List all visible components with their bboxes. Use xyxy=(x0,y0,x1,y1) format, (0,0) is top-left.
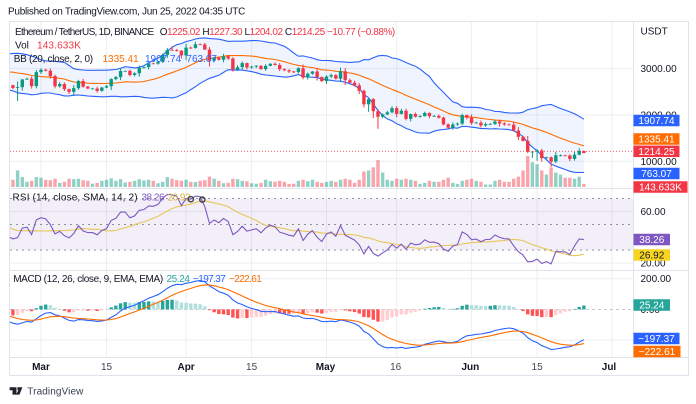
svg-text:Jun: Jun xyxy=(462,362,480,373)
svg-text:26.92: 26.92 xyxy=(639,251,664,262)
svg-text:Jul: Jul xyxy=(602,362,617,373)
svg-text:Mar: Mar xyxy=(32,362,50,373)
svg-text:MACD (12, 26, close, 9, EMA, E: MACD (12, 26, close, 9, EMA, EMA) xyxy=(13,274,163,285)
svg-text:60.00: 60.00 xyxy=(641,207,666,218)
svg-text:26.92: 26.92 xyxy=(168,192,191,203)
svg-text:Vol: Vol xyxy=(15,41,29,52)
svg-text:15: 15 xyxy=(246,362,258,373)
svg-text:−197.37: −197.37 xyxy=(193,274,226,285)
svg-text:BB (20, close, 2, 0): BB (20, close, 2, 0) xyxy=(14,54,93,65)
svg-text:25.24: 25.24 xyxy=(167,274,191,285)
svg-text:O1225.02 H1227.30 L1204.02 C12: O1225.02 H1227.30 L1204.02 C1214.25 −10.… xyxy=(160,27,395,38)
svg-text:3000.00: 3000.00 xyxy=(641,64,678,75)
svg-text:Apr: Apr xyxy=(177,362,194,373)
svg-text:1000.00: 1000.00 xyxy=(641,157,678,168)
svg-text:1214.25: 1214.25 xyxy=(638,147,675,158)
svg-text:15: 15 xyxy=(532,362,544,373)
svg-text:16: 16 xyxy=(390,362,402,373)
svg-text:USDT: USDT xyxy=(641,27,668,38)
svg-text:1335.41: 1335.41 xyxy=(638,135,675,146)
svg-text:TradingView: TradingView xyxy=(27,386,84,397)
svg-text:15: 15 xyxy=(101,362,113,373)
svg-text:38.26: 38.26 xyxy=(142,192,165,203)
svg-text:763.07: 763.07 xyxy=(641,169,672,180)
svg-text:143.633K: 143.633K xyxy=(639,183,682,194)
svg-text:Published on TradingView.com,: Published on TradingView.com, Jun 25, 20… xyxy=(8,7,245,18)
svg-text:−222.61: −222.61 xyxy=(639,347,676,358)
svg-text:May: May xyxy=(316,362,336,373)
svg-text:1907.74: 1907.74 xyxy=(145,54,182,65)
svg-text:38.26: 38.26 xyxy=(639,235,664,246)
svg-text:200.00: 200.00 xyxy=(641,274,672,285)
svg-text:Ethereum / TetherUS, 1D, BINAN: Ethereum / TetherUS, 1D, BINANCE xyxy=(15,27,155,38)
svg-text:1907.74: 1907.74 xyxy=(638,116,675,127)
svg-text:1335.41: 1335.41 xyxy=(103,54,140,65)
svg-text:763.07: 763.07 xyxy=(186,54,217,65)
svg-text:25.24: 25.24 xyxy=(639,301,664,312)
svg-text:−197.37: −197.37 xyxy=(638,334,675,345)
svg-text:143.633K: 143.633K xyxy=(37,41,81,52)
svg-text:−222.61: −222.61 xyxy=(229,274,262,285)
svg-text:20.00: 20.00 xyxy=(641,259,666,270)
svg-text:RSI (14, close, SMA, 14, 2): RSI (14, close, SMA, 14, 2) xyxy=(13,192,138,203)
